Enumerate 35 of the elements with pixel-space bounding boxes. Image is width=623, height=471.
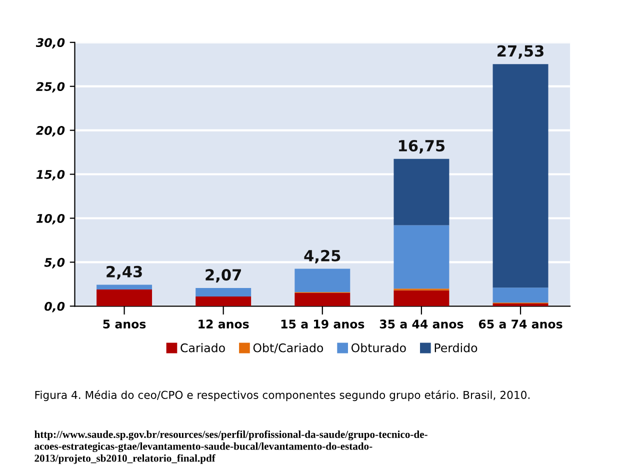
total-label: 4,25 [304, 250, 340, 264]
bar [394, 225, 450, 289]
x-tick-label: 35 a 44 anos [380, 320, 464, 328]
y-tick-label: 30,0 [36, 38, 65, 49]
legend-label: Cariado [180, 343, 225, 352]
x-tick-label: 65 a 74 anos [478, 320, 562, 328]
y-tick-label: 25,0 [36, 82, 65, 93]
legend-label: Obturado [351, 343, 406, 352]
text: http://www.saude.sp.gov.br/resources/ses/perfil/profissional-da-saude/grupo-tecnico-de- acoes-estrategicas-gtae/levantamento-saude-bucal/levantamento-do-estado- 2013/projeto_sb2010_relatorio_final.pdf [34, 430, 428, 464]
x-tick-label: 12 anos [198, 320, 249, 328]
bar [96, 284, 152, 290]
total-label: 2,07 [206, 269, 241, 283]
total-label: 27,53 [498, 45, 544, 59]
text: Figura 4. Média do ceo/CPO e respectivos componentes segundo grupo etário. Brasil, 2010. [35, 390, 530, 402]
bar [196, 288, 252, 296]
y-tick-label: 10,0 [36, 214, 65, 224]
bar [96, 289, 152, 306]
bar [196, 296, 252, 306]
total-label: 2,43 [106, 266, 142, 280]
bar [294, 268, 350, 292]
bar [492, 64, 548, 288]
y-tick-label: 15,0 [36, 170, 65, 180]
bar [294, 292, 350, 306]
bar [394, 158, 450, 226]
total-label: 16,75 [399, 140, 445, 154]
bar [492, 304, 548, 306]
x-tick-label: 15 a 19 anos [281, 320, 364, 328]
x-tick-label: 5 anos [103, 320, 146, 328]
legend-label: Perdido [434, 343, 478, 352]
y-tick-label: 0,0 [44, 302, 65, 312]
y-tick-label: 5,0 [44, 258, 65, 268]
y-tick-label: 20,0 [36, 126, 65, 136]
legend-label: Obt/Cariado [253, 343, 324, 354]
bar [394, 290, 450, 306]
bar [492, 288, 548, 303]
